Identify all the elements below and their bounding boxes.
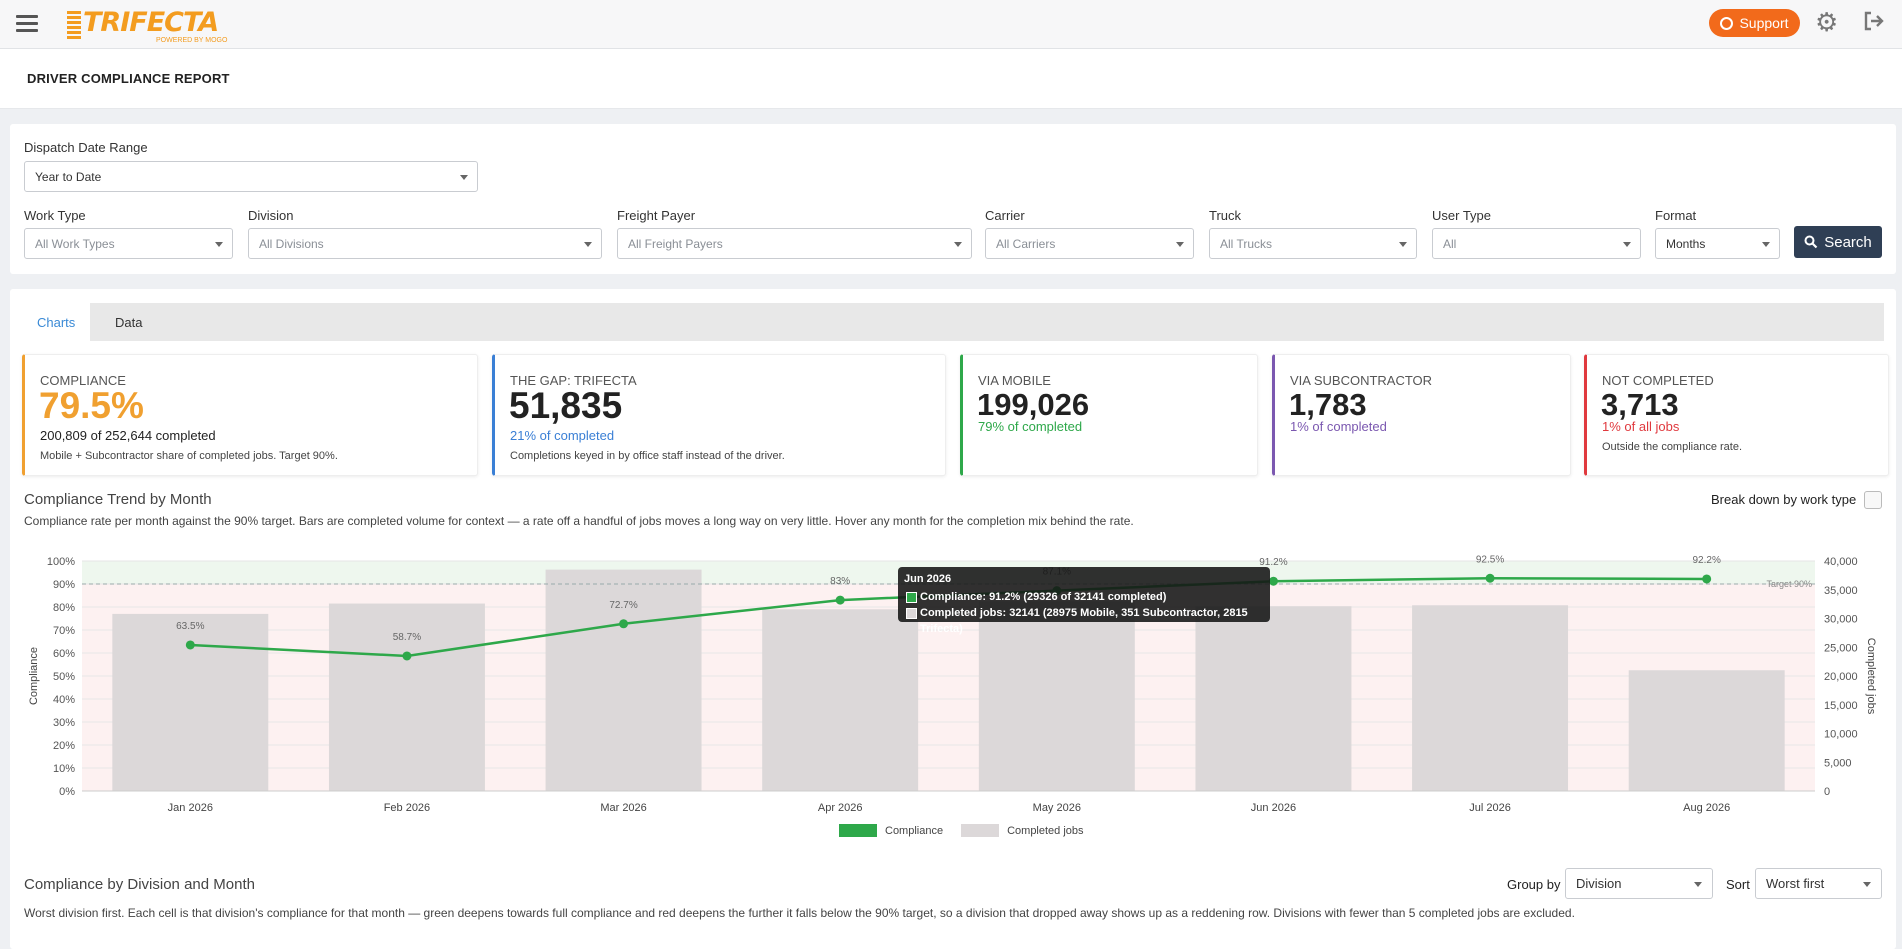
legend-jobs[interactable]: Completed jobs — [1007, 824, 1084, 837]
card-sub: 21% of completed — [510, 428, 615, 443]
card-compliance: COMPLIANCE 79.5% 200,809 of 252,644 comp… — [22, 354, 478, 476]
legend-compliance[interactable]: Compliance — [885, 824, 944, 837]
tooltip-jobs: Completed jobs: 32141 (28975 Mobile, 351… — [920, 607, 1248, 635]
card-note: Completions keyed in by office staff ins… — [510, 450, 785, 462]
filter-panel: Dispatch Date Range Year to Date Work Ty… — [10, 124, 1896, 274]
chart-legend: Compliance Completed jobs — [839, 824, 1084, 837]
truck-select[interactable]: All Trucks — [1209, 228, 1417, 259]
search-icon — [1804, 235, 1818, 249]
group-by-value: Division — [1576, 876, 1622, 891]
carrier-select[interactable]: All Carriers — [985, 228, 1194, 259]
division-label: Division — [248, 208, 294, 223]
card-not-completed: NOT COMPLETED 3,713 1% of all jobs Outsi… — [1584, 354, 1889, 476]
tooltip-title: Jun 2026 — [904, 573, 952, 585]
chart-tooltip: Jun 2026 Compliance: 91.2% (29326 of 321… — [898, 567, 1270, 635]
user-type-label: User Type — [1432, 208, 1492, 223]
card-label: COMPLIANCE — [40, 373, 126, 388]
card-label: VIA SUBCONTRACTOR — [1290, 373, 1433, 388]
legend-swatch-compliance — [839, 824, 877, 837]
freight-payer-value: All Freight Payers — [628, 237, 723, 251]
chevron-down-icon — [1623, 242, 1631, 247]
card-sub: 1% of all jobs — [1602, 419, 1680, 434]
tooltip-compliance: Compliance: 91.2% (29326 of 32141 comple… — [920, 591, 1167, 603]
card-sub: 79% of completed — [978, 419, 1083, 434]
chevron-down-icon — [1176, 242, 1184, 247]
support-button[interactable]: Support — [1709, 9, 1800, 37]
tooltip-swatch-jobs — [906, 608, 917, 619]
format-value: Months — [1666, 237, 1706, 251]
chevron-down-icon — [584, 242, 592, 247]
freight-payer-label: Freight Payer — [617, 208, 696, 223]
headset-icon — [1720, 16, 1734, 30]
menu-icon[interactable] — [16, 15, 38, 33]
tab-bar: Charts Data — [22, 303, 1884, 341]
card-note: Mobile + Subcontractor share of complete… — [40, 450, 338, 462]
work-type-label: Work Type — [24, 208, 86, 223]
truck-label: Truck — [1209, 208, 1242, 223]
card-label: THE GAP: TRIFECTA — [510, 373, 637, 388]
chevron-down-icon — [1762, 242, 1770, 247]
logo-mark — [67, 11, 81, 41]
format-label: Format — [1655, 208, 1697, 223]
truck-value: All Trucks — [1220, 237, 1273, 251]
gear-icon[interactable]: ⚙ — [1815, 7, 1839, 37]
tooltip-swatch-compliance — [906, 592, 917, 603]
date-range-value: Year to Date — [35, 170, 102, 184]
trend-description: Compliance rate per month against the 90… — [24, 514, 1134, 528]
group-by-label: Group by — [1507, 877, 1561, 892]
page-title: DRIVER COMPLIANCE REPORT — [27, 71, 230, 86]
legend-swatch-jobs — [961, 824, 1000, 837]
card-value: 79.5% — [39, 385, 144, 426]
breakdown-checkbox[interactable] — [1864, 491, 1882, 509]
division-select[interactable]: All Divisions — [248, 228, 602, 259]
chevron-down-icon — [215, 242, 223, 247]
sort-label: Sort — [1726, 877, 1750, 892]
card-sub: 1% of completed — [1290, 419, 1387, 434]
top-bar: TRIFECTA POWERED BY MOGO Support ⚙ — [0, 0, 1902, 49]
division-title: Compliance by Division and Month — [24, 876, 255, 893]
chevron-down-icon — [954, 242, 962, 247]
card-subcontractor: VIA SUBCONTRACTOR 1,783 1% of completed — [1272, 354, 1571, 476]
date-range-label: Dispatch Date Range — [24, 140, 148, 155]
card-note: Outside the compliance rate. — [1602, 441, 1743, 453]
work-type-value: All Work Types — [35, 237, 115, 251]
page-header: DRIVER COMPLIANCE REPORT — [0, 49, 1902, 109]
card-value: 51,835 — [509, 385, 623, 426]
work-type-select[interactable]: All Work Types — [24, 228, 233, 259]
search-button[interactable]: Search — [1794, 226, 1882, 258]
card-label: VIA MOBILE — [978, 373, 1051, 388]
sort-select[interactable]: Worst first — [1755, 868, 1882, 899]
logo-subtitle: POWERED BY MOGO — [156, 37, 228, 44]
card-value: 199,026 — [977, 387, 1090, 422]
chevron-down-icon — [1694, 882, 1702, 887]
group-by-select[interactable]: Division — [1565, 868, 1713, 899]
card-label: NOT COMPLETED — [1602, 373, 1714, 388]
user-type-select[interactable]: All — [1432, 228, 1641, 259]
logout-icon[interactable] — [1862, 10, 1886, 34]
user-type-value: All — [1443, 237, 1457, 251]
format-select[interactable]: Months — [1655, 228, 1780, 259]
chevron-down-icon — [460, 175, 468, 180]
card-sub: 200,809 of 252,644 completed — [40, 428, 216, 443]
sort-value: Worst first — [1766, 876, 1825, 891]
carrier-label: Carrier — [985, 208, 1025, 223]
tab-data[interactable]: Data — [115, 315, 143, 330]
division-description: Worst division first. Each cell is that … — [24, 906, 1575, 920]
chevron-down-icon — [1399, 242, 1407, 247]
card-mobile: VIA MOBILE 199,026 79% of completed — [960, 354, 1258, 476]
card-value: 3,713 — [1601, 387, 1679, 422]
breakdown-label: Break down by work type — [1711, 492, 1857, 507]
division-value: All Divisions — [259, 237, 324, 251]
chevron-down-icon — [1863, 882, 1871, 887]
freight-payer-select[interactable]: All Freight Payers — [617, 228, 972, 259]
tab-charts[interactable]: Charts — [22, 303, 91, 341]
card-gap: THE GAP: TRIFECTA 51,835 21% of complete… — [492, 354, 946, 476]
support-label: Support — [1739, 15, 1789, 31]
trend-title: Compliance Trend by Month — [24, 491, 212, 508]
logo-text: TRIFECTA — [83, 7, 219, 38]
date-range-select[interactable]: Year to Date — [24, 161, 478, 192]
carrier-value: All Carriers — [996, 237, 1056, 251]
card-value: 1,783 — [1289, 387, 1367, 422]
search-label: Search — [1824, 233, 1872, 251]
